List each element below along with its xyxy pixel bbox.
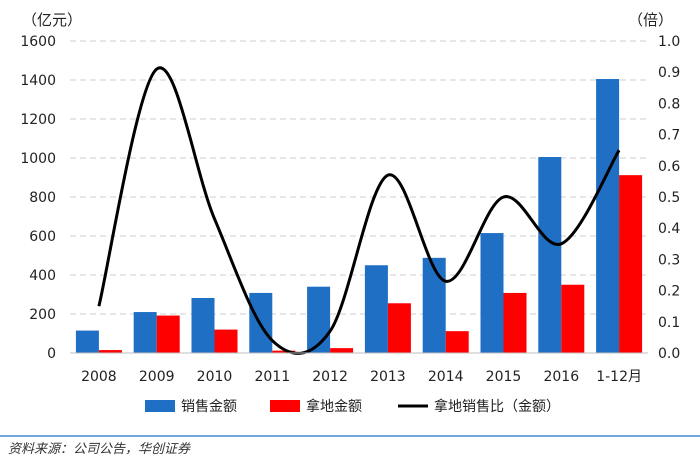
bar-sales: [75, 330, 99, 353]
left-tick-label: 800: [29, 190, 56, 206]
right-tick-label: 0.9: [658, 65, 680, 81]
bar-series: [75, 79, 643, 354]
right-tick-label: 0.0: [658, 346, 680, 362]
left-tick-label: 200: [29, 307, 56, 323]
right-tick-label: 0.1: [658, 315, 680, 331]
x-tick-label: 2015: [486, 369, 522, 385]
left-tick-label: 1600: [20, 34, 56, 50]
right-tick-label: 0.5: [658, 190, 680, 206]
right-tick-label: 0.2: [658, 284, 680, 300]
bar-sales: [596, 79, 620, 354]
bar-land: [561, 284, 585, 353]
legend: 销售金额 拿地金额 拿地销售比（金额）: [145, 398, 560, 415]
right-tick-label: 0.7: [658, 128, 680, 144]
right-tick-label: 0.4: [658, 221, 680, 237]
left-tick-label: 1400: [20, 73, 56, 89]
right-tick-label: 0.8: [658, 96, 680, 112]
source-note: 资料来源：公司公告，华创证券: [8, 442, 191, 457]
bar-sales: [191, 298, 215, 353]
x-tick-label: 2009: [139, 369, 175, 385]
bar-sales: [133, 312, 157, 353]
legend-label-sales: 销售金额: [181, 399, 237, 415]
bar-land: [98, 350, 122, 353]
bar-sales: [480, 233, 504, 353]
right-tick-label: 0.3: [658, 252, 680, 268]
left-tick-label: 600: [29, 229, 56, 245]
x-tick-label: 2014: [428, 369, 464, 385]
bar-land: [445, 331, 469, 353]
ratio-line: [97, 66, 621, 355]
bar-land: [387, 303, 411, 353]
left-axis-unit: （亿元）: [22, 11, 82, 29]
x-tick-label: 2013: [370, 369, 406, 385]
bar-land: [330, 348, 354, 353]
line-series: [97, 66, 621, 355]
right-axis-ticks: 0.0 0.1 0.2 0.3 0.4 0.5 0.6 0.7 0.8 0.9 1.0: [658, 34, 680, 362]
bar-land: [619, 175, 643, 353]
x-tick-label: 2010: [197, 369, 233, 385]
right-tick-label: 0.6: [658, 159, 680, 175]
x-tick-label: 2016: [543, 369, 579, 385]
x-tick-label: 1-12月: [596, 369, 642, 385]
left-tick-label: 0: [47, 346, 56, 362]
left-tick-label: 1000: [20, 151, 56, 167]
legend-label-ratio: 拿地销售比（金额）: [434, 398, 560, 415]
bar-land: [503, 292, 527, 353]
legend-swatch-land: [270, 400, 300, 412]
left-axis-ticks: 0 200 400 600 800 1000 1200 1400 1600: [20, 34, 56, 362]
legend-swatch-sales: [145, 400, 175, 412]
bar-land: [214, 329, 238, 353]
legend-label-land: 拿地金额: [306, 398, 362, 415]
bar-sales: [364, 265, 388, 353]
bar-land: [272, 350, 296, 353]
right-axis-unit: （倍）: [628, 11, 673, 29]
left-tick-label: 400: [29, 268, 56, 284]
x-axis-ticks: 2008 2009 2010 2011 2012 2013 2014 2015 2016 1-12…: [81, 369, 642, 385]
x-tick-label: 2011: [254, 369, 290, 385]
x-tick-label: 2008: [81, 369, 117, 385]
bar-sales: [538, 157, 562, 353]
right-tick-label: 1.0: [658, 34, 680, 50]
bar-sales: [422, 257, 446, 353]
left-tick-label: 1200: [20, 112, 56, 128]
bar-land: [156, 315, 180, 353]
x-tick-label: 2012: [312, 369, 348, 385]
